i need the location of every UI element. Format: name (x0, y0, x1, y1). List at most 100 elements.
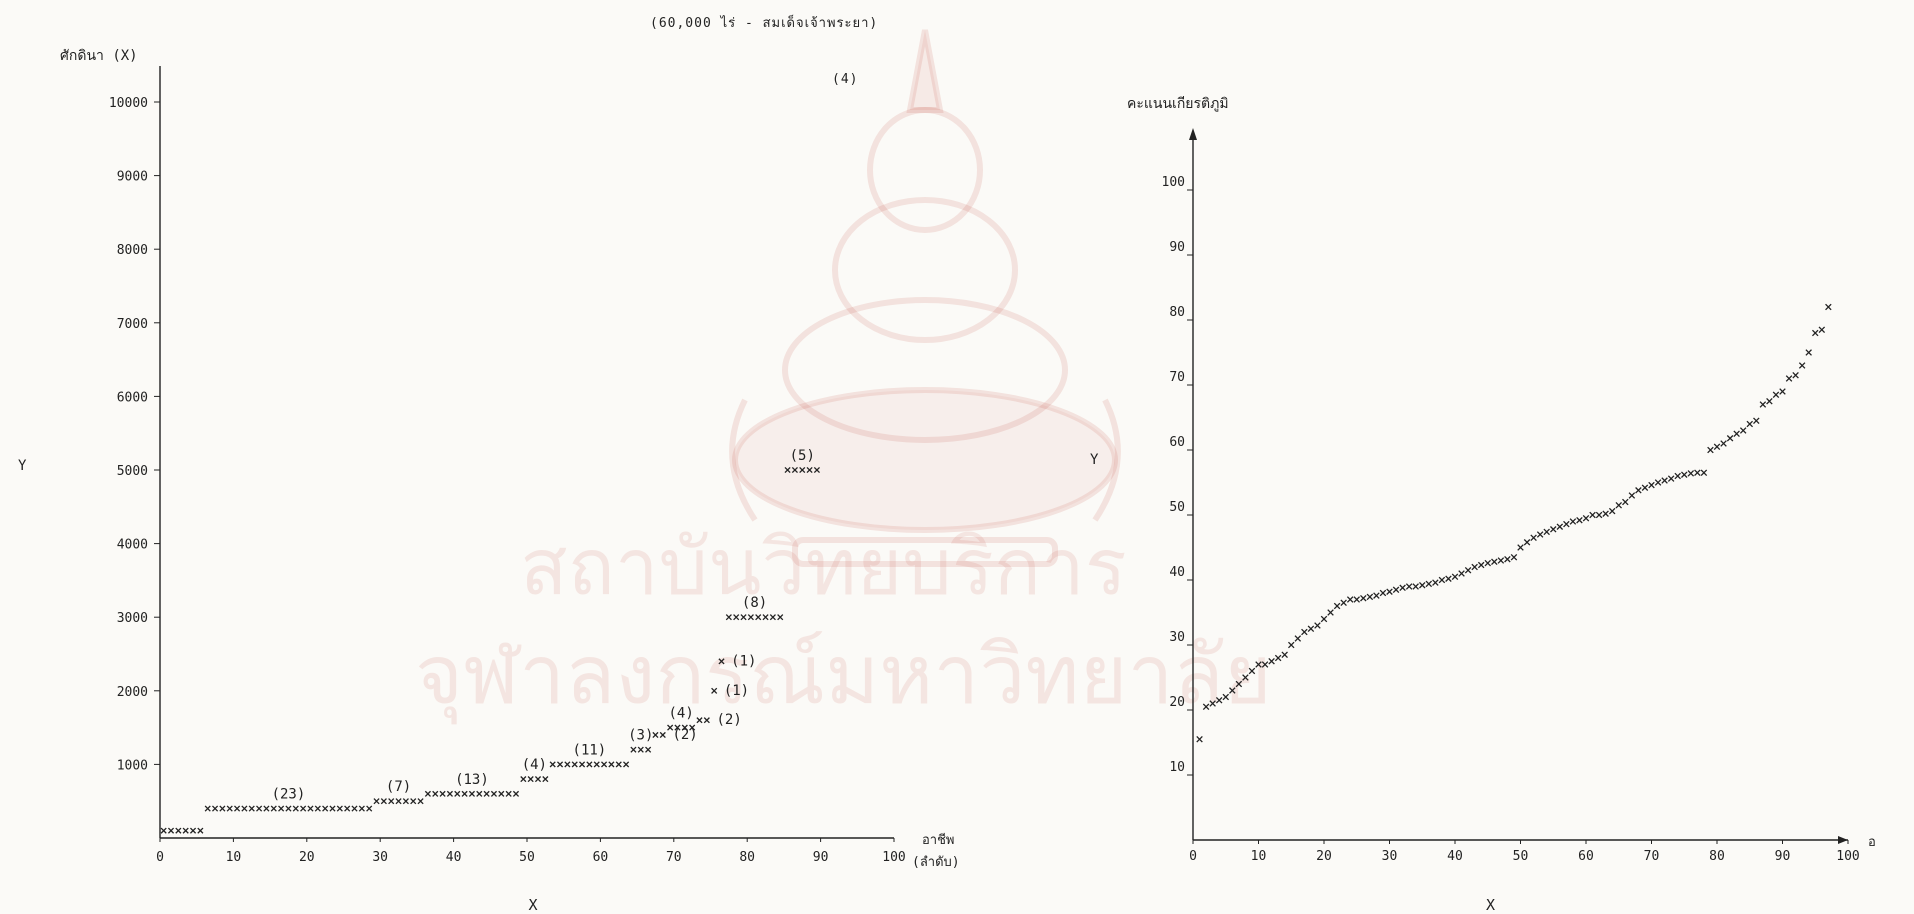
x-tick-label: 0 (156, 850, 164, 865)
data-point (740, 614, 747, 621)
data-point (300, 805, 307, 812)
data-point (344, 805, 351, 812)
segment-count-label: (2) (717, 712, 742, 728)
y-tick-label: 8000 (117, 243, 148, 258)
data-point (542, 776, 549, 783)
data-point (1523, 539, 1531, 546)
data-point (1307, 625, 1315, 633)
data-point (461, 790, 468, 797)
y-tick-label: 30 (1169, 630, 1185, 645)
data-point (189, 827, 197, 834)
data-point (1556, 523, 1564, 530)
data-point (1818, 326, 1826, 334)
data-point (439, 790, 446, 797)
y-axis-side-label: Y (18, 458, 27, 474)
data-point (1510, 553, 1518, 561)
data-point (1766, 397, 1773, 405)
segment-count-label: (2) (672, 727, 697, 743)
data-point (1196, 735, 1203, 743)
data-point (777, 614, 784, 621)
data-point (1281, 651, 1288, 659)
data-point (1222, 693, 1230, 701)
data-point (1274, 654, 1282, 662)
y-tick-label: 70 (1169, 370, 1185, 385)
x-tick-label: 40 (1447, 849, 1463, 864)
data-point (1608, 507, 1616, 515)
x-tick-label: 60 (593, 850, 609, 865)
x-tick-label: 40 (446, 850, 462, 865)
y-tick-label: 3000 (117, 611, 148, 626)
data-point (468, 790, 476, 797)
data-point (534, 776, 542, 783)
data-point (373, 798, 380, 805)
data-point (454, 790, 461, 797)
data-point (1412, 583, 1419, 590)
data-point (1379, 589, 1387, 597)
x-tick-label: 100 (1836, 849, 1859, 864)
data-point (1746, 420, 1754, 428)
data-point (615, 761, 622, 768)
data-point (263, 805, 270, 812)
data-point (1360, 594, 1367, 602)
x-axis-title-line1: อาชีพ (922, 832, 955, 848)
data-point (1346, 596, 1354, 603)
data-point (1497, 557, 1505, 564)
data-point (1536, 531, 1544, 538)
page-subtitle: (60,000 ไร่ - สมเด็จเจ้าพระยา) (650, 16, 879, 31)
x-tick-label: 20 (1316, 849, 1332, 864)
data-point (1373, 592, 1380, 599)
data-point (799, 466, 806, 474)
data-point (1504, 555, 1511, 563)
data-point (351, 805, 358, 812)
y-tick-label: 6000 (117, 390, 148, 405)
data-point (380, 798, 387, 805)
y-axis-title: ศักดินา (X) (60, 48, 138, 64)
y-axis-title: คะแนนเกียรติภูมิ (1127, 96, 1229, 112)
data-point (1759, 401, 1767, 408)
data-point (696, 717, 703, 724)
data-point (1340, 599, 1347, 607)
data-point (1294, 635, 1302, 642)
segment-count-label: (13) (455, 772, 489, 788)
data-point (256, 805, 263, 812)
segment-count-label: (5) (790, 448, 815, 464)
data-point (659, 731, 666, 739)
data-point (1549, 526, 1557, 533)
data-point (329, 805, 336, 812)
data-point (248, 805, 255, 812)
data-point (520, 776, 527, 783)
data-point (410, 798, 417, 805)
data-point (1530, 534, 1537, 542)
data-point (1753, 417, 1760, 425)
data-point (1209, 700, 1216, 707)
data-point (1713, 443, 1721, 451)
data-point (806, 466, 813, 474)
data-point (1595, 511, 1603, 519)
data-point (1458, 570, 1465, 577)
y-tick-label: 5000 (117, 464, 148, 479)
x-tick-label: 0 (1189, 849, 1197, 864)
data-point (424, 790, 431, 797)
data-point (1314, 622, 1321, 629)
data-point (1464, 566, 1472, 574)
data-point (226, 805, 233, 812)
x-tick-label: 70 (666, 850, 682, 865)
data-point (1648, 481, 1655, 489)
data-point (197, 827, 204, 834)
data-point (1451, 573, 1459, 581)
data-point (1543, 528, 1550, 536)
data-point (1268, 657, 1275, 665)
x-tick-label: 30 (372, 850, 388, 865)
data-point (285, 805, 292, 812)
y-tick-label: 10000 (109, 96, 148, 111)
y-tick-label: 60 (1169, 435, 1185, 450)
x-tick-label: 60 (1578, 849, 1594, 864)
data-point (417, 798, 424, 805)
data-point (167, 827, 175, 834)
data-point (564, 761, 571, 768)
data-point (1694, 469, 1701, 477)
y-tick-label: 9000 (117, 170, 148, 185)
segment-count-label: (8) (742, 595, 767, 611)
